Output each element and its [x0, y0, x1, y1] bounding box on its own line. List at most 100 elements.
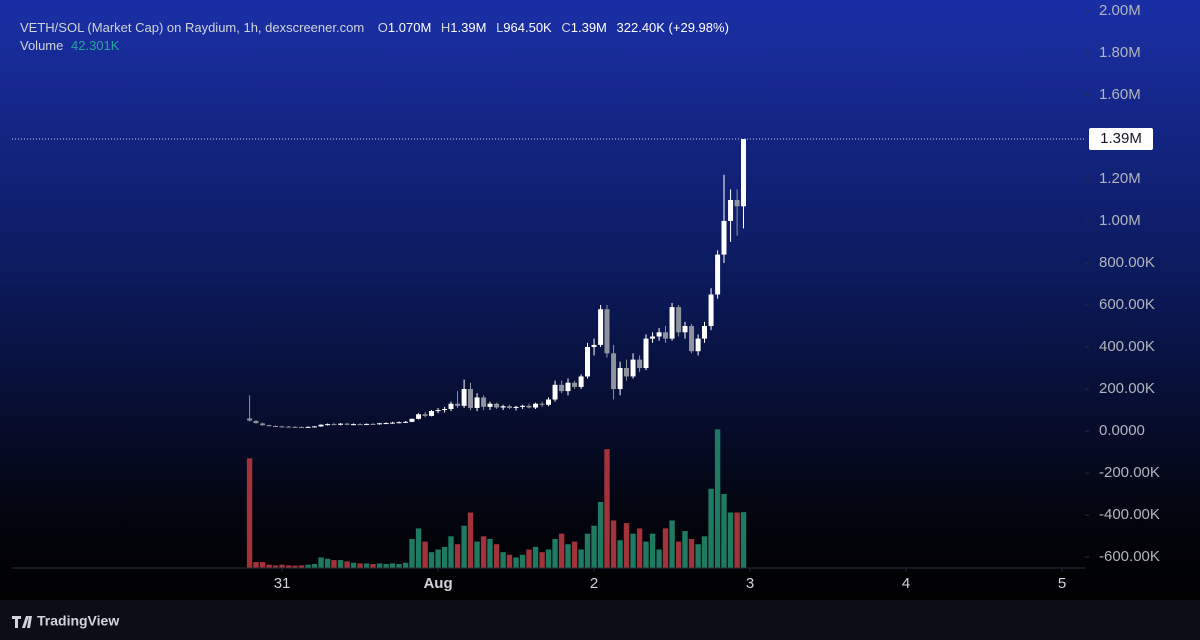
volume-bar — [708, 488, 714, 568]
volume-bar — [578, 549, 584, 568]
volume-bar — [662, 528, 669, 568]
logo-icon[interactable] — [12, 616, 32, 628]
volume-bar — [331, 560, 337, 568]
candle-body — [624, 368, 630, 377]
ohlc-label: C — [561, 20, 570, 35]
candle-body — [266, 425, 272, 427]
candle-body — [728, 199, 734, 221]
volume-bar — [701, 536, 708, 568]
candle-body — [676, 307, 682, 333]
candle-body — [533, 403, 539, 408]
candle-body — [377, 423, 383, 425]
candle-body — [637, 359, 643, 369]
ohlc-value: 1.39M — [450, 20, 486, 35]
volume-bar — [422, 541, 428, 568]
volume-bar — [454, 544, 461, 568]
volume-bar — [675, 541, 682, 568]
footer-bar — [0, 600, 1200, 640]
volume-bar — [448, 536, 454, 568]
candle-body — [350, 424, 356, 426]
y-tick-label: 2.00M — [1099, 2, 1141, 19]
x-tick-label: 31 — [274, 575, 291, 592]
volume-bar — [669, 520, 675, 568]
footer-brand[interactable]: TradingView — [37, 613, 119, 629]
volume-bar — [318, 557, 324, 568]
candle-body — [292, 426, 298, 428]
volume-bar — [474, 541, 480, 568]
volume-bar — [253, 562, 259, 568]
candle-body — [416, 414, 422, 419]
candle-body — [598, 309, 604, 345]
volume-bar — [727, 512, 734, 568]
candle-body — [669, 307, 675, 339]
volume-bar — [695, 544, 701, 568]
candle-body — [500, 406, 506, 408]
volume-bar — [285, 565, 292, 568]
last-price-label: 1.39M — [1100, 130, 1142, 147]
candle-body — [552, 384, 558, 400]
volume-bar — [376, 563, 383, 568]
candle-body — [643, 338, 649, 369]
candle-body — [409, 418, 415, 422]
candle-body — [650, 336, 656, 339]
volume-bar — [610, 520, 617, 568]
volume-label: Volume — [20, 38, 63, 53]
footer-logo[interactable]: TradingView — [12, 613, 119, 629]
candle-body — [247, 418, 253, 421]
volume-bar — [649, 533, 656, 568]
volume-bar — [428, 552, 435, 568]
volume-bar — [480, 536, 487, 568]
ohlc-value: 1.070M — [388, 20, 431, 35]
candle-body — [611, 353, 617, 390]
candle-body — [689, 326, 695, 352]
candle-body — [396, 422, 402, 424]
volume-bar — [311, 564, 318, 568]
candle-body — [428, 411, 434, 416]
candle-body — [565, 382, 571, 392]
volume-bar — [370, 564, 376, 568]
y-tick-label: 1.20M — [1099, 170, 1141, 187]
x-tick-label: 2 — [590, 575, 598, 592]
candle-body — [520, 405, 526, 407]
volume-bar — [734, 512, 740, 568]
candle-body — [682, 326, 688, 333]
candle-body — [702, 326, 708, 339]
candle-body — [389, 422, 395, 424]
candle-body — [721, 220, 727, 255]
candle-body — [364, 423, 370, 425]
candle-body — [442, 408, 448, 411]
volume-bar — [409, 538, 415, 568]
volume-bar — [617, 540, 623, 568]
y-tick-label: 1.60M — [1099, 86, 1141, 103]
candle-body — [656, 332, 662, 337]
candle-body — [286, 426, 292, 428]
volume-bar — [272, 565, 279, 568]
ohlc-label: H — [441, 20, 450, 35]
volume-bar — [357, 563, 363, 568]
candle-body — [481, 397, 487, 407]
volume-bar — [740, 512, 747, 568]
volume-bar — [558, 533, 565, 568]
volume-bar — [305, 564, 311, 568]
volume-bar — [571, 541, 578, 568]
candle-body — [578, 376, 584, 387]
volume-bar — [506, 554, 513, 568]
candle-body — [546, 399, 551, 405]
change: 322.40K (+29.98%) — [617, 20, 729, 35]
symbol-title: VETH/SOL (Market Cap) on Raydium, 1h, de… — [20, 20, 364, 35]
candle-body — [305, 426, 311, 428]
volume-bar — [402, 562, 409, 568]
volume-bar — [337, 560, 344, 568]
volume-bar — [630, 533, 636, 568]
volume-bar — [636, 528, 643, 568]
x-tick-label: 3 — [746, 575, 754, 592]
candle-body — [494, 403, 500, 408]
volume-value: 42.301K — [71, 38, 120, 53]
volume-bar — [461, 525, 467, 568]
candle-body — [506, 406, 512, 408]
chart-background — [0, 0, 1200, 600]
candle-body — [299, 427, 305, 429]
candle-body — [370, 423, 376, 425]
candle-body — [253, 420, 259, 424]
candle-body — [734, 199, 740, 207]
